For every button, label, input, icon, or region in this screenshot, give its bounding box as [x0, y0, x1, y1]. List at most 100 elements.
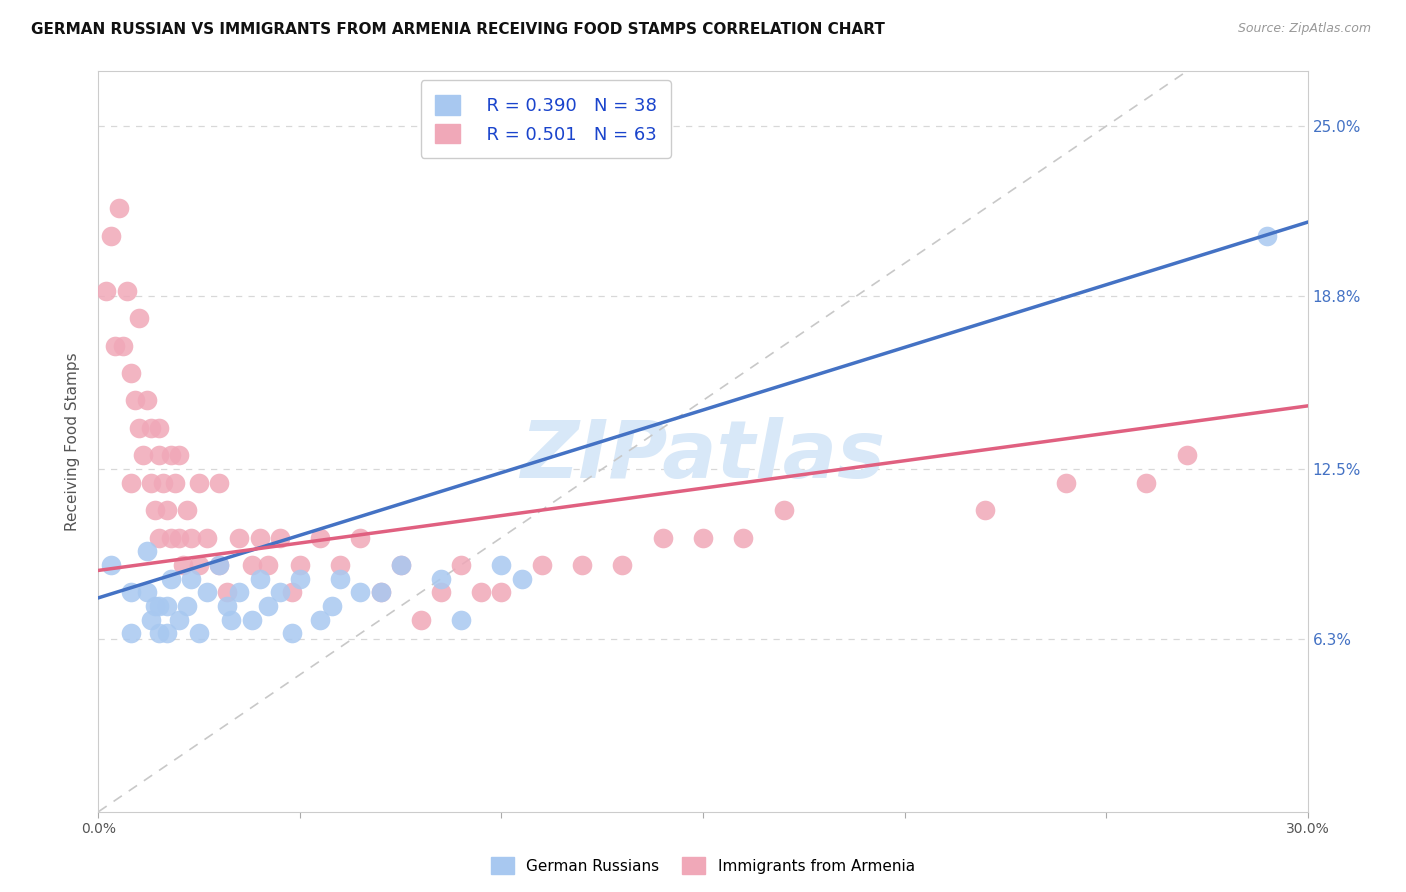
Point [148, 626, 170, 640]
Point [135, 544, 157, 558]
Point [167, 613, 190, 627]
Point [160, 448, 183, 462]
Point [100, 558, 122, 572]
Point [1175, 448, 1198, 462]
Point [571, 558, 593, 572]
Point [120, 585, 142, 599]
Point [100, 228, 122, 243]
Point [269, 531, 291, 545]
Point [612, 558, 634, 572]
Point [269, 585, 291, 599]
Point [180, 572, 202, 586]
Point [156, 599, 179, 613]
Point [470, 585, 492, 599]
Point [309, 531, 332, 545]
Point [530, 558, 553, 572]
Point [288, 572, 311, 586]
Point [450, 613, 472, 627]
Point [167, 531, 190, 545]
Point [349, 531, 371, 545]
Point [249, 531, 271, 545]
Point [128, 421, 150, 435]
Point [430, 585, 453, 599]
Point [132, 448, 155, 462]
Point [156, 503, 179, 517]
Point [221, 613, 243, 627]
Point [107, 202, 129, 216]
Point [321, 599, 343, 613]
Point [188, 558, 211, 572]
Point [1054, 475, 1077, 490]
Point [430, 572, 453, 586]
Point [733, 531, 755, 545]
Point [143, 503, 166, 517]
Text: Source: ZipAtlas.com: Source: ZipAtlas.com [1237, 22, 1371, 36]
Point [281, 626, 304, 640]
Point [249, 572, 271, 586]
Point [143, 599, 166, 613]
Point [148, 421, 170, 435]
Point [128, 311, 150, 326]
Point [111, 338, 134, 352]
Point [651, 531, 673, 545]
Point [240, 558, 263, 572]
Point [152, 475, 174, 490]
Point [208, 558, 231, 572]
Point [228, 531, 250, 545]
Point [176, 503, 198, 517]
Point [256, 599, 278, 613]
Point [120, 366, 142, 380]
Point [491, 585, 513, 599]
Point [167, 448, 190, 462]
Point [208, 475, 231, 490]
Point [974, 503, 997, 517]
Point [176, 599, 198, 613]
Point [96, 284, 118, 298]
Point [195, 585, 218, 599]
Point [148, 448, 170, 462]
Point [180, 531, 202, 545]
Point [409, 613, 432, 627]
Point [349, 585, 371, 599]
Point [370, 585, 392, 599]
Text: ZIPatlas: ZIPatlas [520, 417, 886, 495]
Point [217, 599, 239, 613]
Point [1256, 228, 1278, 243]
Point [772, 503, 794, 517]
Point [120, 626, 142, 640]
Point [389, 558, 412, 572]
Point [188, 626, 211, 640]
Point [103, 338, 125, 352]
Point [510, 572, 533, 586]
Point [160, 572, 183, 586]
Point [148, 531, 170, 545]
Point [450, 558, 472, 572]
Point [329, 558, 352, 572]
Point [139, 613, 162, 627]
Point [156, 626, 179, 640]
Point [692, 531, 714, 545]
Point [281, 585, 304, 599]
Point [309, 613, 332, 627]
Point [389, 558, 412, 572]
Point [370, 585, 392, 599]
Point [163, 475, 186, 490]
Point [148, 599, 170, 613]
Point [329, 572, 352, 586]
Point [188, 475, 211, 490]
Point [135, 393, 157, 408]
Legend:   R = 0.390   N = 38,   R = 0.501   N = 63: R = 0.390 N = 38, R = 0.501 N = 63 [420, 80, 671, 158]
Y-axis label: Receiving Food Stamps: Receiving Food Stamps [65, 352, 80, 531]
Point [217, 585, 239, 599]
Point [120, 475, 142, 490]
Point [139, 421, 162, 435]
Point [208, 558, 231, 572]
Legend: German Russians, Immigrants from Armenia: German Russians, Immigrants from Armenia [485, 851, 921, 880]
Point [256, 558, 278, 572]
Point [1135, 475, 1157, 490]
Point [288, 558, 311, 572]
Point [135, 585, 157, 599]
Point [139, 475, 162, 490]
Point [491, 558, 513, 572]
Point [172, 558, 194, 572]
